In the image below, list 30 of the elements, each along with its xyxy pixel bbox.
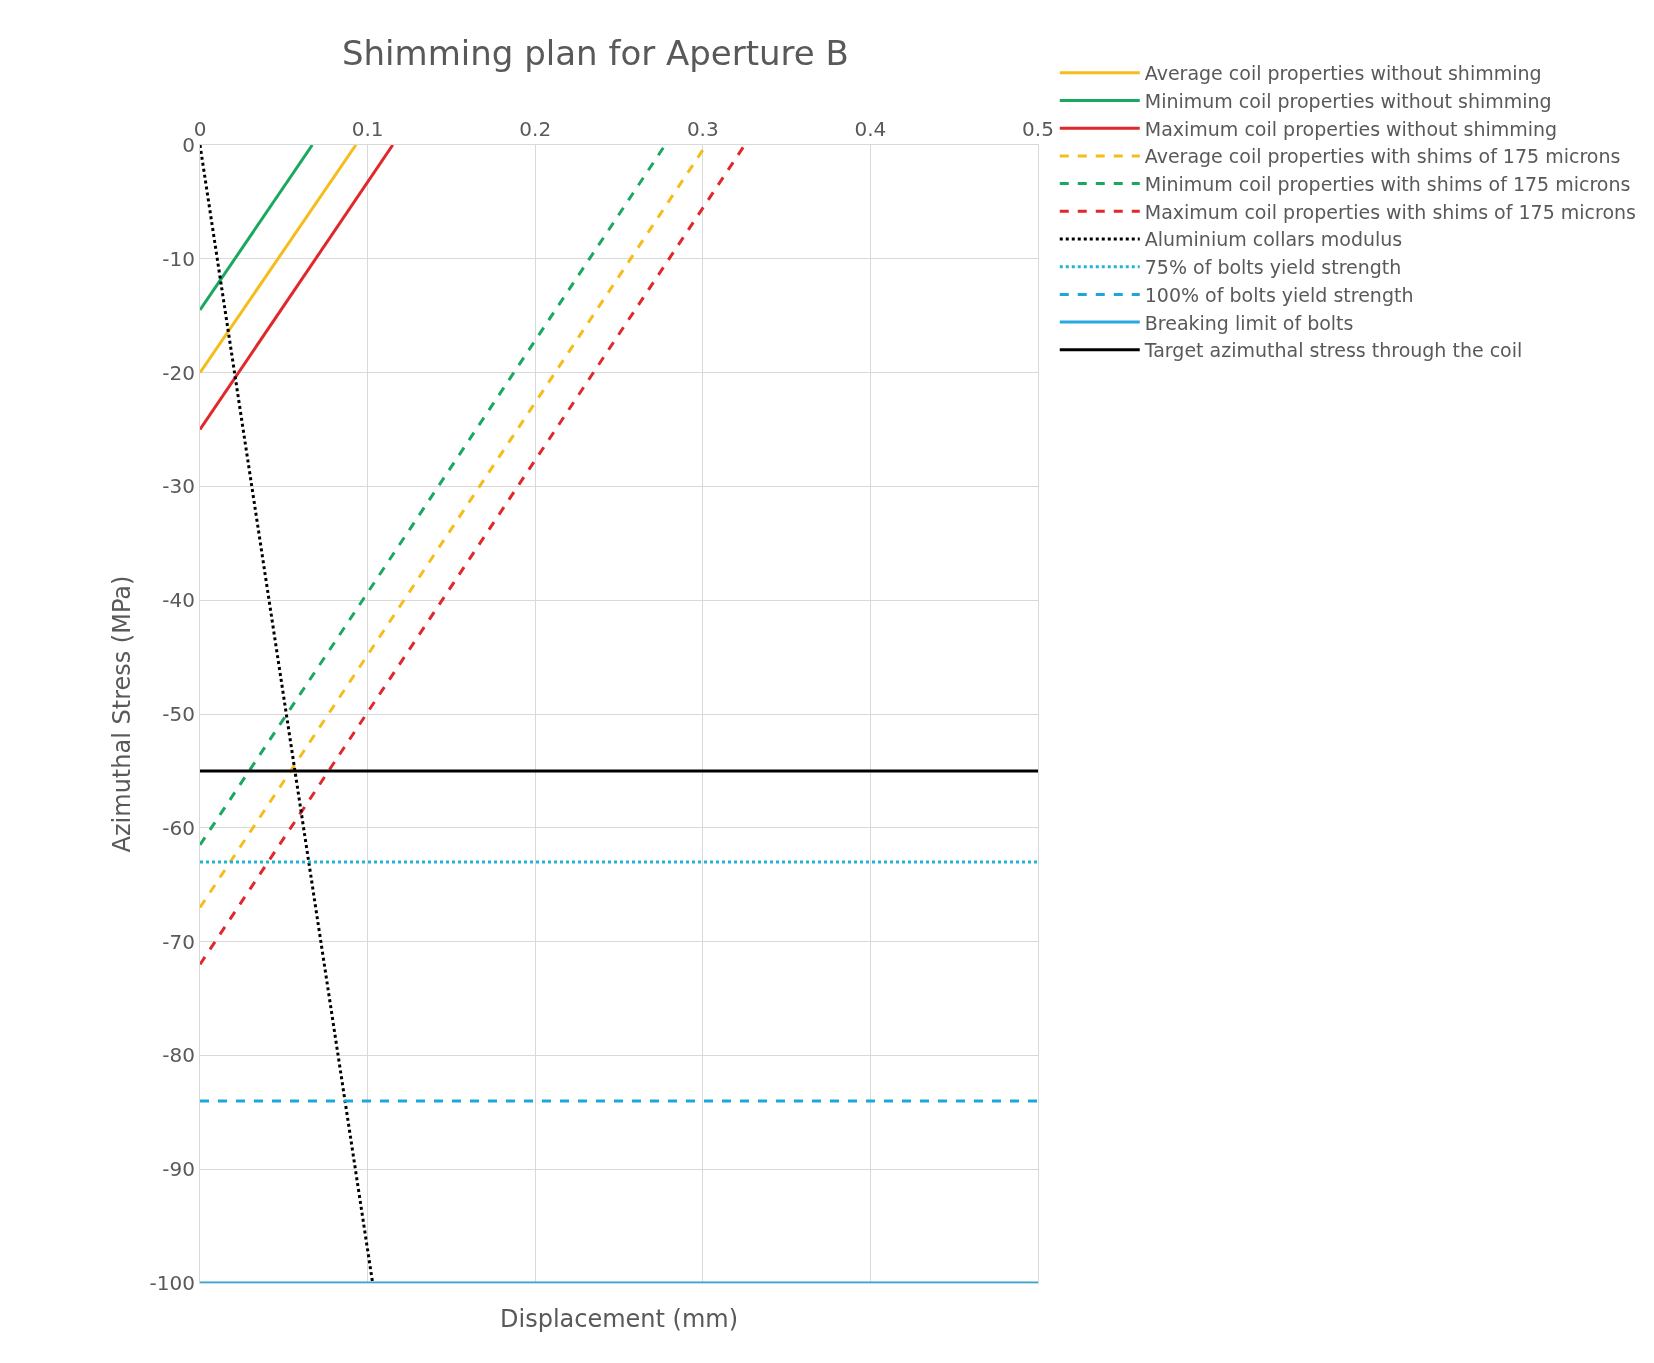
x-tick-label: 0.2	[519, 117, 552, 141]
y-tick-label: -100	[149, 1271, 195, 1295]
y-tick-label: -50	[162, 702, 195, 726]
x-tick-label: 0.1	[351, 117, 384, 141]
legend-label: 100% of bolts yield strength	[1144, 283, 1414, 306]
legend-label: Minimum coil properties without shimming	[1144, 89, 1552, 112]
y-tick-label: -80	[162, 1043, 195, 1068]
y-tick-label: -90	[162, 1157, 195, 1182]
x-axis-title: Displacement (mm)	[500, 1305, 739, 1333]
y-tick-label: -60	[162, 815, 195, 840]
y-tick-label: -10	[162, 246, 195, 271]
legend-label: Average coil properties with shims of 175 microns	[1144, 145, 1621, 168]
legend-label: Breaking limit of bolts	[1144, 311, 1354, 334]
legend-label: Maximum coil properties without shimming	[1144, 117, 1558, 140]
y-tick-label: 0	[182, 133, 195, 157]
legend-label: Aluminium collars modulus	[1144, 228, 1403, 251]
legend-label: Maximum coil properties with shims of 175 microns	[1144, 200, 1636, 223]
legend-label: 75% of bolts yield strength	[1144, 256, 1402, 279]
y-tick-label: -40	[162, 588, 195, 613]
legend-label: Minimum coil properties with shims of 175 microns	[1144, 173, 1631, 196]
legend-label: Target azimuthal stress through the coil	[1143, 339, 1523, 362]
y-tick-label: -30	[162, 474, 195, 499]
x-tick-label: 0.5	[1022, 117, 1054, 141]
y-axis-title: Azimuthal Stress (MPa)	[107, 575, 136, 853]
legend-label: Average coil properties without shimming	[1144, 62, 1542, 85]
x-tick-label: 0.3	[686, 117, 719, 141]
y-tick-label: -20	[162, 360, 195, 385]
y-tick-label: -70	[162, 929, 195, 954]
x-tick-label: 0.4	[854, 117, 887, 141]
chart-title: Shimming plan for Aperture B	[341, 32, 849, 73]
